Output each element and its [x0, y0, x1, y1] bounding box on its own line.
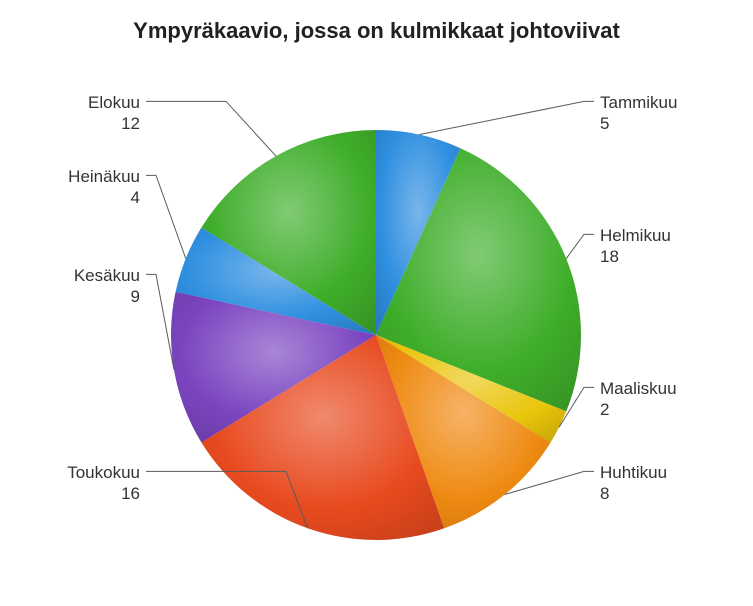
chart-container: Ympyräkaavio, jossa on kulmikkaat johtov… [0, 0, 753, 606]
slice-label: Elokuu12 [88, 92, 140, 135]
slice-label-value: 16 [67, 483, 140, 504]
leader-line [146, 274, 174, 369]
slice-label-value: 12 [88, 113, 140, 134]
slice-label-name: Maaliskuu [600, 378, 677, 399]
slice-label: Huhtikuu8 [600, 462, 667, 505]
leader-line [419, 101, 594, 134]
slice-label-name: Elokuu [88, 92, 140, 113]
leader-line [566, 234, 594, 258]
leader-line [146, 101, 276, 156]
slice-label: Heinäkuu4 [68, 166, 140, 209]
slice-label-value: 2 [600, 399, 677, 420]
slice-label-name: Heinäkuu [68, 166, 140, 187]
slice-label: Maaliskuu2 [600, 378, 677, 421]
slice-label-name: Kesäkuu [74, 265, 140, 286]
slice-label-value: 4 [68, 187, 140, 208]
slice-label-value: 5 [600, 113, 677, 134]
slice-label-name: Toukokuu [67, 462, 140, 483]
slice-label-name: Helmikuu [600, 225, 671, 246]
slice-label: Toukokuu16 [67, 462, 140, 505]
slice-label: Helmikuu18 [600, 225, 671, 268]
slice-label-value: 18 [600, 246, 671, 267]
slice-label: Tammikuu5 [600, 92, 677, 135]
slice-label: Kesäkuu9 [74, 265, 140, 308]
slice-label-name: Huhtikuu [600, 462, 667, 483]
slice-label-value: 8 [600, 483, 667, 504]
slice-label-value: 9 [74, 286, 140, 307]
leader-line [146, 175, 186, 258]
slice-label-name: Tammikuu [600, 92, 677, 113]
